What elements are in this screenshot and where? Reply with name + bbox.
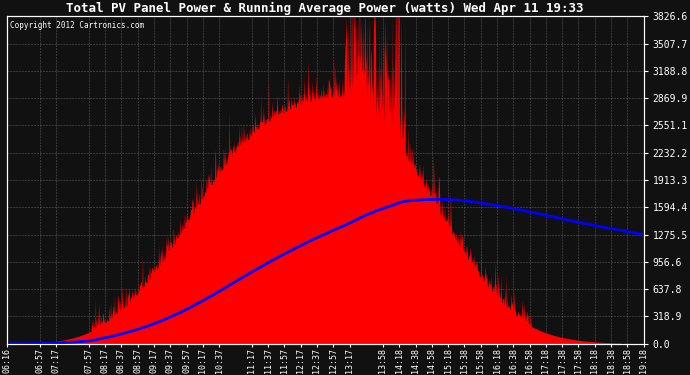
Title: Total PV Panel Power & Running Average Power (watts) Wed Apr 11 19:33: Total PV Panel Power & Running Average P… bbox=[66, 2, 584, 15]
Text: Copyright 2012 Cartronics.com: Copyright 2012 Cartronics.com bbox=[10, 21, 144, 30]
